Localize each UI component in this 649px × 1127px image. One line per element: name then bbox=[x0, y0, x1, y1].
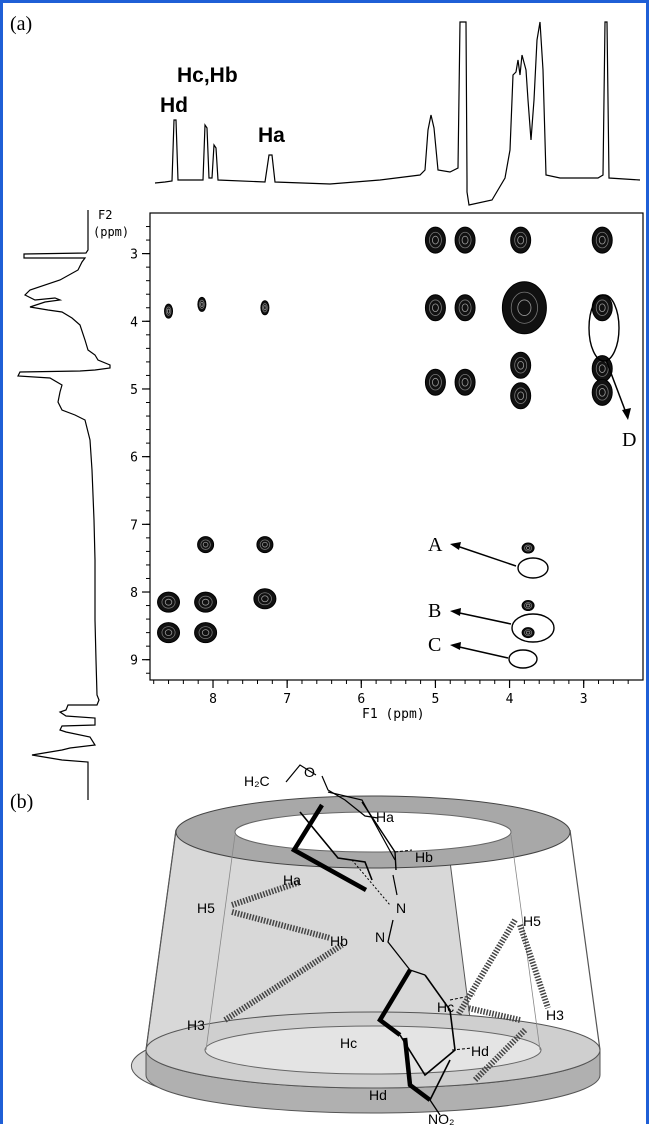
highlight-ellipse-c bbox=[508, 649, 538, 669]
cross-peak bbox=[591, 378, 613, 406]
arrow-b-head bbox=[450, 608, 461, 616]
cross-peak bbox=[197, 296, 207, 312]
atom-n-top: N bbox=[396, 900, 406, 916]
atom-hc-left: Hc bbox=[340, 1035, 357, 1051]
y-tick-label: 6 bbox=[130, 451, 138, 466]
atom-hb-inner: Hb bbox=[330, 933, 348, 949]
cross-peak bbox=[157, 622, 181, 644]
arrow-a bbox=[453, 544, 517, 567]
cross-peak bbox=[424, 226, 446, 254]
atom-ha-top: Ha bbox=[376, 809, 394, 825]
top-1d-spectrum bbox=[154, 21, 641, 206]
annotation-b: B bbox=[428, 600, 441, 622]
x-tick-label: 5 bbox=[432, 692, 440, 707]
arrow-d-head bbox=[622, 408, 631, 420]
atom-no2: NO₂ bbox=[428, 1111, 454, 1127]
cross-peak bbox=[164, 303, 174, 319]
cross-peak bbox=[521, 627, 535, 639]
x-tick-label: 3 bbox=[580, 692, 588, 707]
y-axis: 3 4 5 6 7 8 9 bbox=[130, 226, 150, 674]
cross-peak bbox=[510, 351, 532, 379]
y-tick-label: 8 bbox=[130, 586, 138, 601]
cross-peak bbox=[253, 588, 277, 610]
y-tick-label: 4 bbox=[130, 315, 138, 330]
arrow-b bbox=[454, 611, 512, 625]
highlight-ellipse-d bbox=[588, 294, 620, 362]
atom-ha-inner: Ha bbox=[283, 872, 301, 888]
x-axis: 8 7 6 5 4 3 bbox=[153, 680, 629, 707]
cross-peak bbox=[424, 368, 446, 396]
annotation-c: C bbox=[428, 634, 441, 656]
cross-peak bbox=[510, 226, 532, 254]
x-tick-label: 7 bbox=[283, 692, 291, 707]
y-tick-label: 7 bbox=[130, 518, 138, 533]
y-tick-label: 5 bbox=[130, 383, 138, 398]
atom-hb-right: Hb bbox=[415, 849, 433, 865]
cross-peak bbox=[454, 294, 476, 322]
panel-a-label: (a) bbox=[10, 13, 32, 35]
y-tick-label: 3 bbox=[130, 248, 138, 263]
cross-peak bbox=[501, 281, 547, 335]
atom-h5-left: H5 bbox=[197, 900, 215, 916]
atom-o: O bbox=[304, 764, 315, 780]
atom-h5-right: H5 bbox=[523, 913, 541, 929]
atom-n-bottom: N bbox=[375, 929, 385, 945]
f2-axis-unit: (ppm) bbox=[93, 225, 129, 239]
f2-axis-label: F2 bbox=[98, 208, 112, 222]
f1-axis-label: F1 (ppm) bbox=[362, 707, 425, 722]
arrow-c-head bbox=[450, 642, 461, 650]
noe-correlations bbox=[223, 879, 551, 1083]
cross-peak bbox=[194, 622, 218, 644]
annotation-d: D bbox=[622, 429, 636, 451]
cross-peak bbox=[510, 382, 532, 410]
arrow-c bbox=[454, 645, 509, 659]
peak-label-hd: Hd bbox=[160, 94, 188, 117]
cross-peak bbox=[157, 591, 181, 613]
y-tick-label: 9 bbox=[130, 654, 138, 669]
cross-peak bbox=[197, 536, 215, 554]
x-tick-label: 8 bbox=[209, 692, 217, 707]
cross-peak bbox=[256, 536, 274, 554]
atom-h3-right: H3 bbox=[546, 1007, 564, 1023]
atom-h2c: H₂C bbox=[244, 773, 270, 789]
highlight-ellipse-a bbox=[517, 557, 549, 579]
highlight-ellipse-b bbox=[511, 613, 555, 643]
cross-peak bbox=[424, 294, 446, 322]
cross-peak bbox=[260, 300, 270, 316]
peak-label-hc-hb: Hc,Hb bbox=[177, 64, 238, 87]
peak-label-ha: Ha bbox=[258, 124, 285, 147]
cross-peak bbox=[194, 591, 218, 613]
cross-peak bbox=[591, 226, 613, 254]
x-tick-label: 6 bbox=[357, 692, 365, 707]
cross-peak bbox=[454, 368, 476, 396]
arrow-a-head bbox=[450, 542, 461, 550]
atom-hc-right: Hc bbox=[437, 999, 454, 1015]
annotation-a: A bbox=[428, 534, 443, 556]
cross-peaks bbox=[157, 226, 613, 644]
left-1d-spectrum bbox=[17, 210, 111, 800]
arrow-d bbox=[605, 359, 629, 419]
cyclodextrin-cone bbox=[130, 795, 601, 1114]
x-tick-label: 4 bbox=[506, 692, 514, 707]
cross-peak bbox=[591, 294, 613, 322]
plot-frame bbox=[149, 212, 644, 681]
cross-peak bbox=[454, 226, 476, 254]
guest-molecule bbox=[285, 764, 476, 1116]
panel-b-label: (b) bbox=[10, 791, 33, 813]
cross-peak bbox=[521, 542, 535, 554]
atom-hd-right: Hd bbox=[471, 1043, 489, 1059]
atom-h3-left: H3 bbox=[187, 1017, 205, 1033]
atom-hd-left: Hd bbox=[369, 1087, 387, 1103]
cross-peak bbox=[521, 600, 535, 612]
